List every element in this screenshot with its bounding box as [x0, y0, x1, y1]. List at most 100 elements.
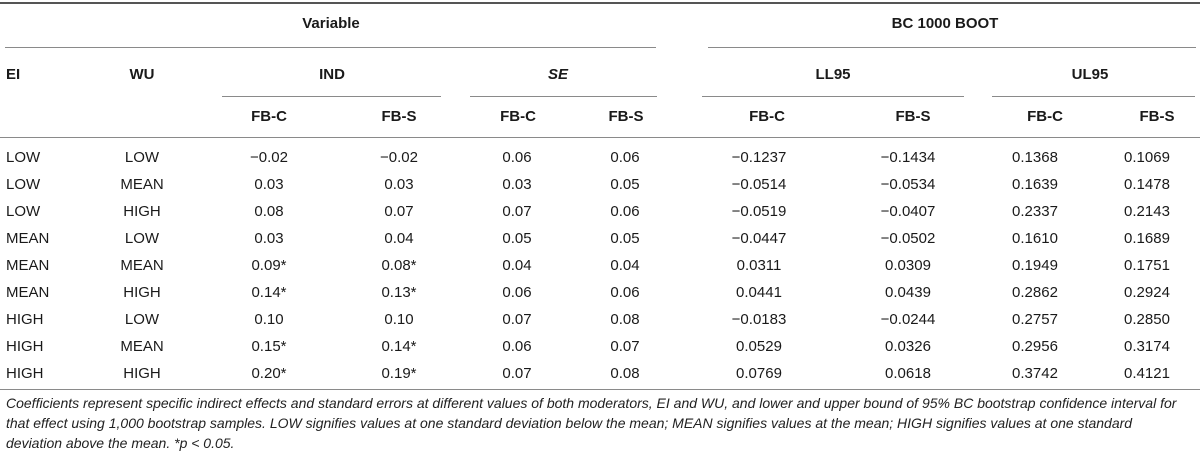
- cell-ind-c: 0.03: [254, 230, 284, 247]
- cell-ul-c: 0.2757: [1012, 311, 1058, 328]
- cell-ind-c: 0.10: [254, 311, 284, 328]
- cell-ul-s: 0.2924: [1124, 284, 1170, 301]
- table-row: HIGH LOW 0.10 0.10 0.07 0.08 −0.0183 −0.0244 0.2…: [0, 306, 1200, 333]
- cell-ei: LOW: [6, 203, 41, 220]
- cell-se-c: 0.04: [502, 257, 532, 274]
- cell-ul-s: 0.1689: [1124, 230, 1170, 247]
- cell-ei: MEAN: [6, 284, 50, 301]
- cell-ll-s: −0.0534: [880, 176, 936, 193]
- cell-ul-c: 0.1949: [1012, 257, 1058, 274]
- cell-se-s: 0.06: [610, 149, 640, 166]
- cell-ll-s: 0.0309: [885, 257, 931, 274]
- header-bottom-rule: [0, 137, 1200, 138]
- cell-ind-s: 0.13*: [381, 284, 417, 301]
- table-row: HIGH HIGH 0.20* 0.19* 0.07 0.08 0.0769 0.0618 0.…: [0, 360, 1200, 387]
- ul95-underline: [992, 96, 1195, 97]
- cell-ei: HIGH: [6, 365, 44, 382]
- cell-se-s: 0.06: [610, 203, 640, 220]
- table-row: LOW MEAN 0.03 0.03 0.03 0.05 −0.0514 −0.0534 0.1…: [0, 171, 1200, 198]
- variable-underline: [5, 47, 656, 48]
- cell-ind-s: −0.02: [380, 149, 418, 166]
- ind-underline: [222, 96, 441, 97]
- table-row: MEAN HIGH 0.14* 0.13* 0.06 0.06 0.0441 0.0439 0.…: [0, 279, 1200, 306]
- header-se: SE: [547, 66, 569, 83]
- cell-ll-c: −0.0183: [731, 311, 787, 328]
- cell-ei: MEAN: [6, 230, 50, 247]
- cell-se-s: 0.05: [610, 176, 640, 193]
- cell-wu: MEAN: [120, 176, 164, 193]
- cell-ei: LOW: [6, 149, 41, 166]
- cell-ei: HIGH: [6, 311, 44, 328]
- header-ul95: UL95: [1071, 66, 1109, 83]
- header-ul-fbs: FB-S: [1139, 108, 1175, 125]
- cell-ll-s: −0.0407: [880, 203, 936, 220]
- cell-ind-s: 0.07: [384, 203, 414, 220]
- ll95-underline: [702, 96, 964, 97]
- cell-ind-s: 0.04: [384, 230, 414, 247]
- cell-ei: MEAN: [6, 257, 50, 274]
- header-bc-boot: BC 1000 BOOT: [891, 15, 999, 32]
- header-ind-fbs: FB-S: [381, 108, 417, 125]
- cell-ul-c: 0.2337: [1012, 203, 1058, 220]
- cell-ul-s: 0.2850: [1124, 311, 1170, 328]
- cell-ul-s: 0.4121: [1124, 365, 1170, 382]
- cell-ll-s: 0.0439: [885, 284, 931, 301]
- header-wu: WU: [129, 66, 155, 83]
- cell-ind-c: 0.08: [254, 203, 284, 220]
- cell-ll-c: −0.0447: [731, 230, 787, 247]
- cell-ll-c: −0.0519: [731, 203, 787, 220]
- cell-ul-s: 0.3174: [1124, 338, 1170, 355]
- header-ul-fbc: FB-C: [1027, 108, 1063, 125]
- header-ind-fbc: FB-C: [251, 108, 287, 125]
- header-ei: EI: [6, 66, 21, 83]
- cell-ul-s: 0.2143: [1124, 203, 1170, 220]
- cell-ll-c: 0.0529: [736, 338, 782, 355]
- cell-ul-s: 0.1751: [1124, 257, 1170, 274]
- cell-ll-s: −0.1434: [880, 149, 936, 166]
- cell-wu: LOW: [124, 149, 160, 166]
- cell-ind-s: 0.10: [384, 311, 414, 328]
- cell-wu: MEAN: [120, 257, 164, 274]
- cell-se-c: 0.06: [502, 338, 532, 355]
- header-variable: Variable: [302, 15, 360, 32]
- cell-wu: LOW: [124, 311, 160, 328]
- cell-se-s: 0.08: [610, 311, 640, 328]
- table-row: MEAN MEAN 0.09* 0.08* 0.04 0.04 0.0311 0.0309 0.…: [0, 252, 1200, 279]
- cell-ind-c: 0.03: [254, 176, 284, 193]
- cell-ll-c: −0.0514: [731, 176, 787, 193]
- cell-se-s: 0.04: [610, 257, 640, 274]
- bottom-rule: [0, 389, 1200, 390]
- cell-ul-c: 0.1639: [1012, 176, 1058, 193]
- cell-se-s: 0.05: [610, 230, 640, 247]
- data-table: LOW LOW −0.02 −0.02 0.06 0.06 −0.1237 −0.1434 0.…: [0, 144, 1200, 387]
- cell-ei: LOW: [6, 176, 41, 193]
- cell-wu: HIGH: [123, 284, 161, 301]
- cell-se-c: 0.05: [502, 230, 532, 247]
- cell-ll-c: 0.0769: [736, 365, 782, 382]
- cell-ul-c: 0.2862: [1012, 284, 1058, 301]
- cell-se-c: 0.07: [502, 311, 532, 328]
- table-row: HIGH MEAN 0.15* 0.14* 0.06 0.07 0.0529 0.0326 0.…: [0, 333, 1200, 360]
- cell-ul-c: 0.1610: [1012, 230, 1058, 247]
- cell-se-s: 0.08: [610, 365, 640, 382]
- cell-ll-c: 0.0441: [736, 284, 782, 301]
- cell-ll-c: −0.1237: [731, 149, 787, 166]
- cell-ind-s: 0.19*: [381, 365, 417, 382]
- cell-ind-c: −0.02: [250, 149, 288, 166]
- cell-wu: HIGH: [123, 203, 161, 220]
- cell-ll-s: −0.0502: [880, 230, 936, 247]
- cell-wu: LOW: [124, 230, 160, 247]
- table-row: LOW LOW −0.02 −0.02 0.06 0.06 −0.1237 −0.1434 0.…: [0, 144, 1200, 171]
- cell-ind-s: 0.14*: [381, 338, 417, 355]
- cell-ind-c: 0.14*: [251, 284, 287, 301]
- header-ll95: LL95: [815, 66, 851, 83]
- cell-ul-s: 0.1069: [1124, 149, 1170, 166]
- cell-ind-s: 0.08*: [381, 257, 417, 274]
- cell-ll-c: 0.0311: [736, 257, 782, 274]
- bc-boot-underline: [708, 47, 1196, 48]
- cell-se-s: 0.07: [610, 338, 640, 355]
- cell-ul-c: 0.2956: [1012, 338, 1058, 355]
- cell-se-c: 0.07: [502, 203, 532, 220]
- cell-ll-s: −0.0244: [880, 311, 936, 328]
